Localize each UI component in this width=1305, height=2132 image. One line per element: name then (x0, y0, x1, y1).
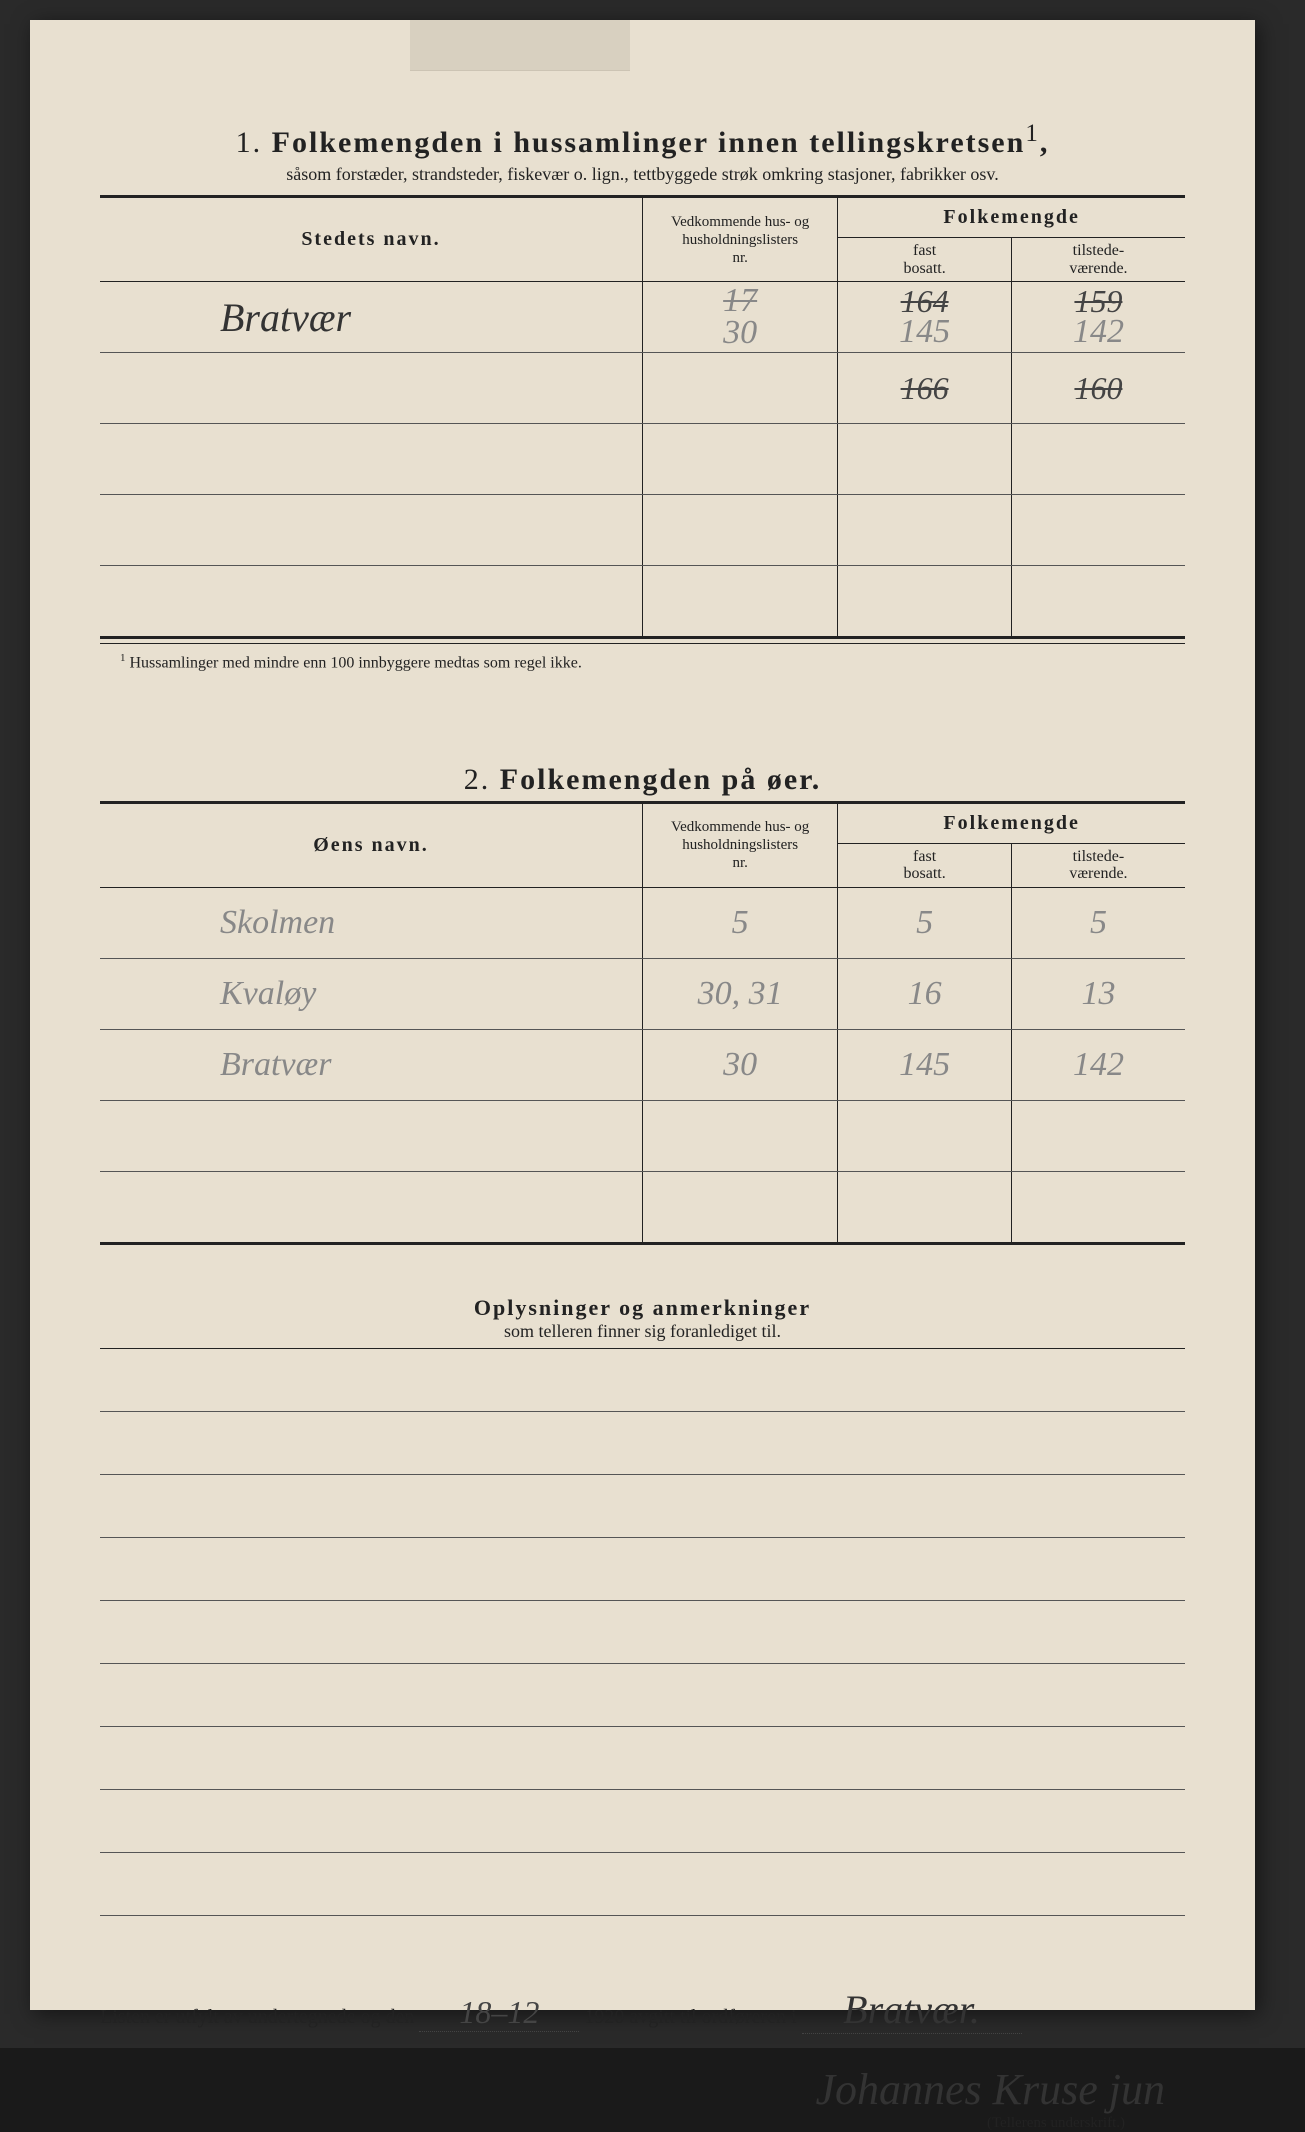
s2-r2-nr: 30 (723, 1046, 757, 1083)
remarks-subtitle: som telleren finner sig foranlediget til… (100, 1321, 1185, 1342)
table-row: 166 160 (100, 353, 1185, 424)
ruled-line (100, 1538, 1185, 1601)
s2-r0-fast: 5 (916, 904, 933, 941)
s2-r1-name: Kvaløy (220, 975, 316, 1012)
s2-hdr-til: tilstede- værende. (1011, 843, 1185, 887)
s1-hdr-til: tilstede- værende. (1011, 238, 1185, 282)
table-row: Kvaløy 30, 31 16 13 (100, 958, 1185, 1029)
s2-til-l1: tilstede- (1073, 848, 1125, 865)
s2-hdr-nr-l1: Vedkommende hus- og (671, 819, 809, 835)
s2-r0-nr: 5 (732, 904, 749, 941)
table-row (100, 424, 1185, 495)
section2-table: Øens navn. Vedkommende hus- og husholdni… (100, 801, 1185, 1245)
section1-sup: 1 (1025, 120, 1040, 147)
s1-fast-l1: fast (913, 242, 936, 259)
s2-fast-l1: fast (913, 848, 936, 865)
section1-subtitle: såsom forstæder, strandsteder, fiskevær … (100, 164, 1185, 185)
paper-notch (410, 20, 630, 71)
s2-fast-l2: bosatt. (903, 865, 945, 882)
s2-hdr-nr: Vedkommende hus- og husholdningslisters … (643, 802, 838, 887)
ruled-line (100, 1475, 1185, 1538)
footer: Listen er utfylt av undertegnede og den … (100, 1986, 1185, 2132)
table-row (100, 566, 1185, 638)
s2-r1-nr: 30, 31 (698, 975, 783, 1012)
footer-signature: Johannes Kruse jun (815, 2065, 1165, 2114)
table-row (100, 1100, 1185, 1171)
s1-til-l1: tilstede- (1073, 242, 1125, 259)
s2-hdr-folk: Folkemengde (838, 802, 1185, 843)
ruled-line (100, 1601, 1185, 1664)
s1-hdr-nr-l2: husholdningslisters (682, 232, 798, 248)
s1-hdr-nr-l3: nr. (732, 250, 747, 266)
s1-r0-til-top: 159 (1012, 286, 1185, 316)
s1-hdr-fast: fast bosatt. (838, 238, 1012, 282)
footer-year: 1920 (584, 2006, 624, 2028)
table-row (100, 1171, 1185, 1243)
ruled-line (100, 1349, 1185, 1412)
s1-hdr-name: Stedets navn. (100, 197, 643, 282)
s2-r0-name: Skolmen (220, 904, 335, 941)
ruled-line (100, 1727, 1185, 1790)
ruled-line (100, 1412, 1185, 1475)
footer-text-mid: avgitt til ordføreren i (629, 2006, 796, 2028)
table-row (100, 495, 1185, 566)
s1-r0-nr-bot: 30 (643, 317, 837, 349)
ruled-line (100, 1790, 1185, 1853)
section2-number: 2. (464, 763, 491, 796)
s1-r1-fast: 166 (901, 370, 949, 406)
s1-r0-til-bot: 142 (1012, 316, 1185, 348)
s2-hdr-name: Øens navn. (100, 802, 643, 887)
footer-sig-caption: (Tellerens underskrift.) (100, 2115, 1185, 2132)
ruled-line (100, 1664, 1185, 1727)
table-row: Bratvær 30 145 142 (100, 1029, 1185, 1100)
s2-r1-fast: 16 (908, 975, 942, 1012)
section1-number: 1. (236, 126, 263, 159)
s2-r0-til: 5 (1090, 904, 1107, 941)
s2-hdr-nr-l2: husholdningslisters (682, 837, 798, 853)
table-row: Bratvær 17 30 164 145 159 142 (100, 282, 1185, 353)
footer-text-before: Listen er utfylt av undertegnede og den (100, 2006, 414, 2028)
s2-hdr-fast: fast bosatt. (838, 843, 1012, 887)
scan-background: 1. Folkemengden i hussamlinger innen tel… (0, 0, 1305, 2048)
section2-title-text: Folkemengden på øer. (500, 763, 821, 796)
footnote-text: Hussamlinger med mindre enn 100 innbygge… (130, 655, 582, 672)
footnote-marker: 1 (120, 652, 126, 664)
s2-r2-fast: 145 (899, 1046, 950, 1083)
s1-r0-name: Bratvær (220, 295, 351, 340)
ruled-line (100, 1853, 1185, 1916)
s2-til-l2: værende. (1069, 865, 1127, 882)
section1-table: Stedets navn. Vedkommende hus- og hushol… (100, 195, 1185, 639)
s1-fast-l2: bosatt. (903, 260, 945, 277)
s1-til-l2: værende. (1069, 260, 1127, 277)
section1-title-text: Folkemengden i hussamlinger innen tellin… (272, 126, 1026, 159)
section1-title: 1. Folkemengden i hussamlinger innen tel… (100, 120, 1185, 160)
s1-r0-fast-bot: 145 (838, 316, 1011, 348)
s1-r1-til: 160 (1074, 370, 1122, 406)
s1-r0-fast-top: 164 (838, 286, 1011, 316)
table-row: Skolmen 5 5 5 (100, 887, 1185, 958)
rule (100, 643, 1185, 644)
remarks-title: Oplysninger og anmerkninger (100, 1295, 1185, 1321)
s1-hdr-folk: Folkemengde (838, 197, 1185, 238)
s1-hdr-nr: Vedkommende hus- og husholdningslisters … (643, 197, 838, 282)
s2-r2-til: 142 (1073, 1046, 1124, 1083)
remarks-ruled-area (100, 1349, 1185, 1916)
s2-r2-name: Bratvær (220, 1046, 331, 1083)
s2-r1-til: 13 (1081, 975, 1115, 1012)
s1-r0-nr-top: 17 (643, 285, 837, 317)
section1-footnote: 1 Hussamlinger med mindre enn 100 innbyg… (100, 652, 1185, 672)
section2-title: 2. Folkemengden på øer. (100, 763, 1185, 797)
document-page: 1. Folkemengden i hussamlinger innen tel… (30, 20, 1255, 2010)
footer-place: Bratvær. (843, 1987, 980, 2032)
s2-hdr-nr-l3: nr. (732, 855, 747, 871)
footer-date: 18–12 (459, 1994, 539, 2030)
s1-hdr-nr-l1: Vedkommende hus- og (671, 214, 809, 230)
